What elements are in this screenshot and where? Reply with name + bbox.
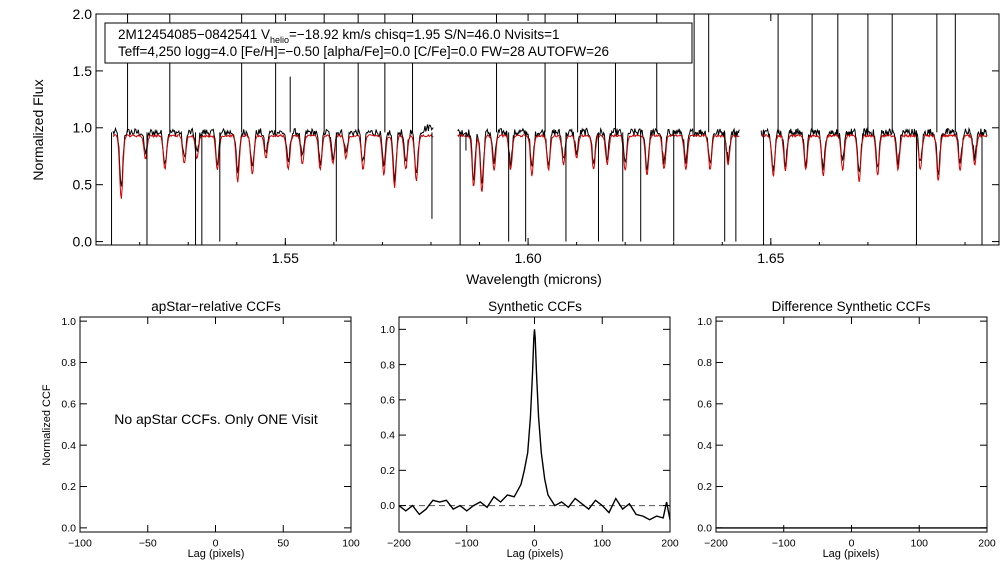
synthetic-ccf-xtick-label: 200	[661, 538, 679, 550]
spectrum-ylabel: Normalized Flux	[30, 79, 46, 180]
header-box	[104, 22, 693, 64]
apstar-ccf-ytick-label: 0.6	[61, 399, 76, 411]
apstar-ccf-annotation: No apStar CCFs. Only ONE Visit	[114, 411, 318, 427]
apstar-ccf-ylabel: Normalized CCF	[41, 384, 53, 466]
difference-ccf-ytick-label: 0.8	[697, 357, 712, 369]
apstar-ccf-title: apStar−relative CCFs	[151, 299, 281, 314]
synthetic-ccf-xtick-label: 0	[532, 538, 538, 550]
apstar-ccf-ticks: −100 −50 0 50 100 0.0 0.2 0.4 0.6 0.8 1.0	[61, 316, 360, 550]
spectrum-model-line	[112, 133, 434, 199]
synthetic-ccf-line	[398, 329, 671, 521]
header-star-id: 2M12454085−0842541 V	[118, 27, 270, 42]
synthetic-ccf-xtick-label: −200	[387, 538, 411, 550]
difference-ccf-ytick-label: 0.4	[697, 440, 712, 452]
synthetic-ccf-ytick-label: 0.0	[380, 500, 395, 512]
spectrum-ytick-label: 1.5	[73, 63, 93, 79]
synthetic-ccf-xtick-label: −100	[455, 538, 479, 550]
apstar-ccf-ytick-label: 1.0	[61, 316, 76, 328]
synthetic-ccf-xlabel: Lag (pixels)	[507, 548, 564, 560]
difference-ccf-xtick-label: −100	[772, 538, 796, 550]
apstar-ccf-xtick-label: 0	[213, 538, 219, 550]
spectrum-xtick-label: 1.55	[272, 250, 299, 266]
difference-ccf-xtick-label: −200	[704, 538, 728, 550]
difference-ccf-panel: Difference Synthetic CCFs −200 −100 0 100 20…	[697, 299, 996, 560]
spectrum-model-line	[760, 132, 988, 183]
difference-ccf-xtick-label: 200	[978, 538, 996, 550]
spectrum-ytick-label: 0.5	[73, 177, 93, 193]
spectrum-xtick-label: 1.65	[757, 250, 784, 266]
synthetic-ccf-ticks: −200 −100 0 100 200 0.0 0.2 0.4 0.6 0.8 1.0	[380, 317, 679, 550]
spectrum-ytick-label: 2.0	[73, 6, 93, 22]
header-vhelio-subscript: helio	[270, 35, 289, 45]
difference-ccf-xtick-label: 100	[910, 538, 928, 550]
difference-ccf-xtick-label: 0	[849, 538, 855, 550]
spectrum-ticks: 1.55 1.60 1.65 0.0 0.5 1.0 1.5 2.0	[73, 6, 999, 266]
header-line1-rest: =−18.92 km/s chisq=1.95 S/N=46.0 Nvisits…	[289, 27, 560, 42]
header-line2: Teff=4,250 logg=4.0 [Fe/H]=−0.50 [alpha/…	[118, 44, 609, 59]
synthetic-ccf-xtick-label: 100	[593, 538, 611, 550]
synthetic-ccf-ytick-label: 0.4	[380, 430, 395, 442]
synthetic-ccf-ytick-label: 0.8	[380, 359, 395, 371]
difference-ccf-frame	[715, 316, 988, 533]
spectrum-xtick-label: 1.60	[514, 250, 541, 266]
apstar-ccf-ytick-label: 0.4	[61, 440, 76, 452]
apstar-ccf-ytick-label: 0.8	[61, 357, 76, 369]
difference-ccf-ytick-label: 0.2	[697, 481, 712, 493]
spectrum-frame	[95, 13, 1000, 246]
apstar-ccf-ytick-label: 0.0	[61, 523, 76, 535]
spectrum-ytick-label: 0.0	[73, 233, 93, 249]
difference-ccf-ytick-label: 0.0	[697, 523, 712, 535]
apstar-ccf-xlabel: Lag (pixels)	[188, 548, 245, 560]
difference-ccf-title: Difference Synthetic CCFs	[772, 299, 931, 314]
apstar-ccf-xtick-label: 100	[342, 538, 360, 550]
apstar-ccf-xtick-label: −50	[139, 538, 157, 550]
header-line1: 2M12454085−0842541 Vhelio=−18.92 km/s ch…	[118, 27, 560, 45]
spectrum-xlabel: Wavelength (microns)	[466, 271, 602, 287]
apstar-ccf-panel: apStar−relative CCFs −100 −50 0 50 100 0.0 0.2…	[41, 299, 360, 560]
apstar-ccf-ytick-label: 0.2	[61, 481, 76, 493]
synthetic-ccf-ytick-label: 0.6	[380, 395, 395, 407]
difference-ccf-xlabel: Lag (pixels)	[823, 548, 880, 560]
difference-ccf-ticks: −200 −100 0 100 200 0.0 0.2 0.4 0.6 0.8 1.0	[697, 316, 996, 550]
spectrum-ytick-label: 1.0	[73, 120, 93, 136]
difference-ccf-ytick-label: 0.6	[697, 399, 712, 411]
synthetic-ccf-frame	[398, 316, 671, 533]
spectrum-panel: 1.55 1.60 1.65 0.0 0.5 1.0 1.5 2.0 2M12454085−0…	[30, 6, 1000, 287]
synthetic-ccf-title: Synthetic CCFs	[488, 299, 582, 314]
apstar-ccf-xtick-label: 50	[277, 538, 289, 550]
apstar-ccf-xtick-label: −100	[68, 538, 92, 550]
synthetic-ccf-panel: Synthetic CCFs −200 −100 0 100 200 0.0 0.2 0.4 0…	[380, 299, 679, 560]
difference-ccf-ytick-label: 1.0	[697, 316, 712, 328]
synthetic-ccf-ytick-label: 1.0	[380, 324, 395, 336]
synthetic-ccf-plot-area	[398, 329, 671, 521]
synthetic-ccf-ytick-label: 0.2	[380, 465, 395, 477]
